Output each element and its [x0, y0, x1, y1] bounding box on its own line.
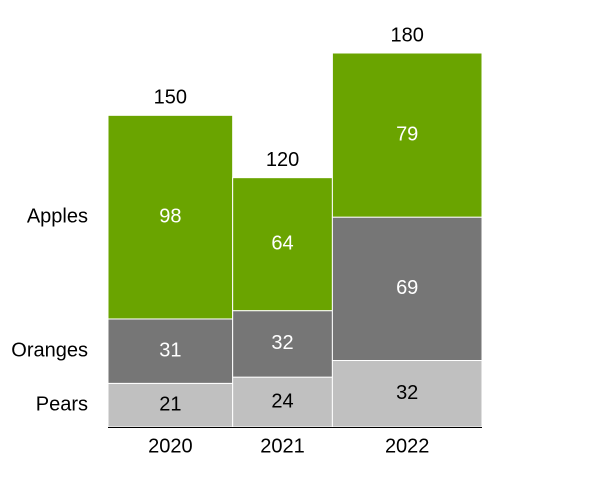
- bar-segment-pears-2020: [107, 382, 234, 428]
- data-label-pears-2021: 24: [271, 390, 293, 412]
- data-label-oranges-2020: 31: [159, 339, 181, 361]
- bar-segment-oranges-2020: [107, 318, 234, 384]
- legend-label-oranges: Oranges: [11, 339, 88, 361]
- bar-segment-pears-2021: [232, 376, 333, 428]
- data-label-oranges-2022: 69: [396, 277, 418, 299]
- data-label-oranges-2021: 32: [271, 332, 293, 354]
- x-tick-label-2021: 2021: [260, 435, 305, 457]
- total-label-2022: 180: [391, 24, 424, 46]
- data-label-apples-2021: 64: [271, 232, 293, 254]
- bar-segment-oranges-2021: [232, 310, 333, 378]
- data-label-apples-2022: 79: [396, 123, 418, 145]
- x-tick-label-2022: 2022: [385, 435, 430, 457]
- total-label-2021: 120: [266, 149, 299, 171]
- bar-segment-oranges-2022: [331, 216, 483, 362]
- legend-label-apples: Apples: [27, 205, 88, 227]
- data-label-pears-2020: 21: [159, 393, 181, 415]
- bar-segment-apples-2020: [107, 114, 234, 320]
- legend-label-pears: Pears: [36, 393, 88, 415]
- data-label-pears-2022: 32: [396, 382, 418, 404]
- data-label-apples-2020: 98: [159, 205, 181, 227]
- bar-segment-apples-2022: [331, 52, 483, 218]
- total-label-2020: 150: [154, 87, 187, 109]
- x-tick-label-2020: 2020: [148, 435, 193, 457]
- bar-segment-apples-2021: [232, 177, 333, 312]
